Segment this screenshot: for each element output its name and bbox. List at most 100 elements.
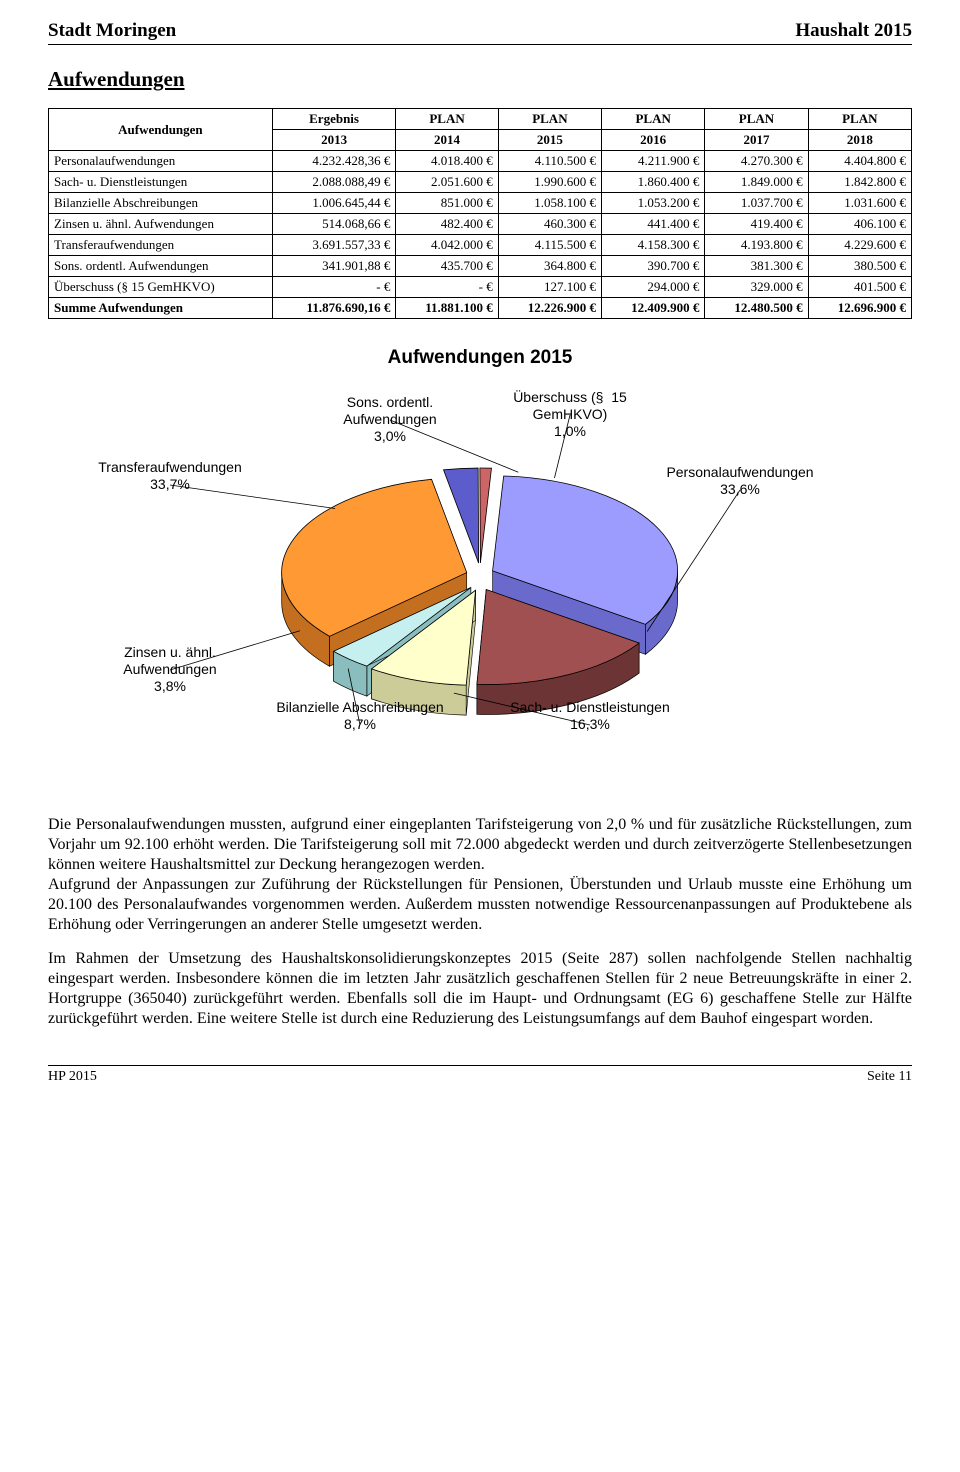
pie-svg [50,377,910,797]
table-total-row: Summe Aufwendungen11.876.690,16 €11.881.… [49,298,912,319]
cell: 514.068,66 € [272,214,396,235]
cell: 4.115.500 € [498,235,601,256]
col-header: PLAN [602,109,705,130]
chart-label: Zinsen u. ähnl. Aufwendungen3,8% [80,644,260,694]
cell: 4.193.800 € [705,235,808,256]
col-header-label: Aufwendungen [49,109,273,151]
cell: 11.881.100 € [396,298,498,319]
col-header: PLAN [705,109,808,130]
header-right: Haushalt 2015 [795,20,912,42]
col-header-year: 2018 [808,130,911,151]
chart-label: Bilanzielle Abschreibungen8,7% [270,699,450,733]
cell: 4.110.500 € [498,151,601,172]
col-header: PLAN [396,109,498,130]
pie-slice [480,468,492,563]
row-label: Summe Aufwendungen [49,298,273,319]
col-header-year: 2014 [396,130,498,151]
cell: 1.842.800 € [808,172,911,193]
row-label: Überschuss (§ 15 GemHKVO) [49,277,273,298]
pie-chart: Personalaufwendungen33,6% Sach- u. Dienst… [50,377,910,797]
cell: 1.990.600 € [498,172,601,193]
cell: 4.211.900 € [602,151,705,172]
chart-label: Sons. ordentl. Aufwendungen3,0% [300,394,480,444]
cell: 419.400 € [705,214,808,235]
cell: - € [396,277,498,298]
cell: 4.270.300 € [705,151,808,172]
col-header: PLAN [498,109,601,130]
cell: 2.051.600 € [396,172,498,193]
cell: 1.053.200 € [602,193,705,214]
cell: 12.226.900 € [498,298,601,319]
header-left: Stadt Moringen [48,20,176,42]
page-header: Stadt Moringen Haushalt 2015 [48,20,912,45]
cell: 12.480.500 € [705,298,808,319]
cell: 11.876.690,16 € [272,298,396,319]
body-text: Die Personalaufwendungen mussten, aufgru… [48,815,912,1029]
cell: 1.860.400 € [602,172,705,193]
cell: 380.500 € [808,256,911,277]
row-label: Zinsen u. ähnl. Aufwendungen [49,214,273,235]
footer-right: Seite 11 [867,1069,912,1085]
col-header-year: 2017 [705,130,808,151]
cell: 4.404.800 € [808,151,911,172]
cell: 401.500 € [808,277,911,298]
cell: 4.232.428,36 € [272,151,396,172]
table-row: Sons. ordentl. Aufwendungen341.901,88 €4… [49,256,912,277]
row-label: Sons. ordentl. Aufwendungen [49,256,273,277]
cell: 482.400 € [396,214,498,235]
cell: 1.849.000 € [705,172,808,193]
col-header-year: 2015 [498,130,601,151]
table-row: Sach- u. Dienstleistungen2.088.088,49 €2… [49,172,912,193]
cell: 127.100 € [498,277,601,298]
table-row: Zinsen u. ähnl. Aufwendungen514.068,66 €… [49,214,912,235]
chart-label: Überschuss (§ 15 GemHKVO)1,0% [480,389,660,439]
cell: 1.031.600 € [808,193,911,214]
cell: 1.006.645,44 € [272,193,396,214]
chart-label: Sach- u. Dienstleistungen16,3% [500,699,680,733]
cell: 12.409.900 € [602,298,705,319]
paragraph: Im Rahmen der Umsetzung des Haushaltskon… [48,949,912,1029]
cell: 435.700 € [396,256,498,277]
chart-label: Personalaufwendungen33,6% [650,464,830,498]
table-head: Aufwendungen Ergebnis PLAN PLAN PLAN PLA… [49,109,912,151]
chart-title: Aufwendungen 2015 [48,347,912,369]
cell: 851.000 € [396,193,498,214]
col-header-year: 2013 [272,130,396,151]
table-row: Transferaufwendungen3.691.557,33 €4.042.… [49,235,912,256]
row-label: Bilanzielle Abschreibungen [49,193,273,214]
aufwendungen-table: Aufwendungen Ergebnis PLAN PLAN PLAN PLA… [48,108,912,319]
cell: 12.696.900 € [808,298,911,319]
cell: 294.000 € [602,277,705,298]
cell: 3.691.557,33 € [272,235,396,256]
cell: 364.800 € [498,256,601,277]
cell: 4.042.000 € [396,235,498,256]
cell: 4.229.600 € [808,235,911,256]
table-row: Bilanzielle Abschreibungen1.006.645,44 €… [49,193,912,214]
cell: - € [272,277,396,298]
page-footer: HP 2015 Seite 11 [48,1065,912,1085]
cell: 406.100 € [808,214,911,235]
col-header: Ergebnis [272,109,396,130]
table-row: Überschuss (§ 15 GemHKVO)- €- €127.100 €… [49,277,912,298]
col-header: PLAN [808,109,911,130]
row-label: Personalaufwendungen [49,151,273,172]
chart-label: Transferaufwendungen33,7% [80,459,260,493]
cell: 1.058.100 € [498,193,601,214]
row-label: Transferaufwendungen [49,235,273,256]
section-title: Aufwendungen [48,67,912,92]
footer-left: HP 2015 [48,1069,97,1085]
table-row: Personalaufwendungen4.232.428,36 €4.018.… [49,151,912,172]
cell: 441.400 € [602,214,705,235]
paragraph: Die Personalaufwendungen mussten, aufgru… [48,815,912,935]
cell: 329.000 € [705,277,808,298]
cell: 381.300 € [705,256,808,277]
cell: 460.300 € [498,214,601,235]
table-body: Personalaufwendungen4.232.428,36 €4.018.… [49,151,912,319]
cell: 341.901,88 € [272,256,396,277]
cell: 2.088.088,49 € [272,172,396,193]
cell: 390.700 € [602,256,705,277]
cell: 1.037.700 € [705,193,808,214]
row-label: Sach- u. Dienstleistungen [49,172,273,193]
col-header-year: 2016 [602,130,705,151]
cell: 4.018.400 € [396,151,498,172]
